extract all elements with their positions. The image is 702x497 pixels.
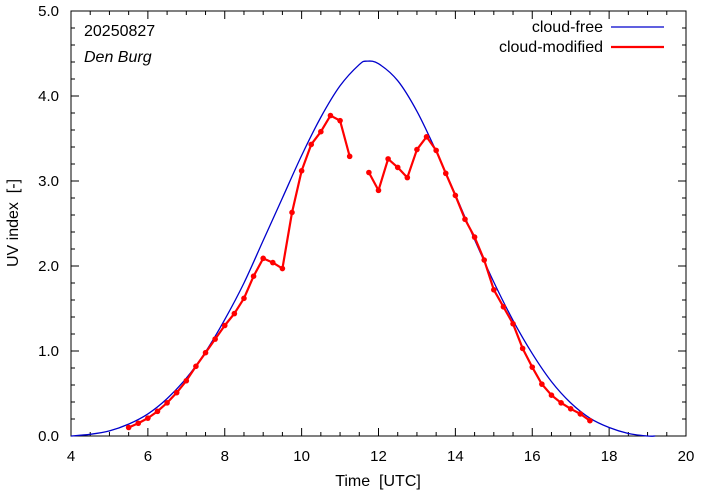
- data-point-cloud-modified: [125, 424, 132, 431]
- data-point-cloud-modified: [433, 147, 439, 154]
- x-axis-title: Time [UTC]: [335, 473, 421, 490]
- plot-frame: [70, 10, 687, 437]
- data-point-cloud-modified: [394, 164, 401, 171]
- data-point-cloud-modified: [346, 153, 353, 160]
- data-point-cloud-modified: [308, 141, 315, 148]
- x-tick-labels: 4 6 8 10 12 14 16 18 20: [67, 448, 695, 465]
- data-point-cloud-modified: [529, 364, 536, 370]
- data-point-cloud-modified: [414, 146, 420, 153]
- data-point-cloud-modified: [202, 349, 209, 356]
- y-tick-label: 0.0: [38, 428, 59, 445]
- data-point-cloud-modified: [221, 322, 228, 329]
- y-tick-label: 1.0: [38, 343, 59, 360]
- data-point-cloud-modified: [442, 170, 449, 177]
- y-tick-label: 2.0: [38, 258, 59, 275]
- x-tick-label: 6: [144, 448, 152, 465]
- data-point-cloud-modified: [327, 112, 334, 119]
- data-point-cloud-modified: [212, 336, 218, 342]
- data-point-cloud-modified: [279, 265, 286, 272]
- data-point-cloud-modified: [471, 234, 478, 240]
- location-label: Den Burg: [84, 49, 152, 66]
- data-point-cloud-modified: [318, 128, 324, 135]
- data-point-cloud-modified: [558, 400, 564, 406]
- y-tick-labels: 0.0 1.0 2.0 3.0 4.0 5.0: [38, 3, 59, 445]
- data-point-cloud-modified: [231, 310, 238, 317]
- axis-ticks: [70, 10, 687, 437]
- x-tick-label: 20: [678, 448, 695, 465]
- x-tick-label: 8: [221, 448, 229, 465]
- data-point-cloud-modified: [145, 415, 151, 421]
- data-point-cloud-modified: [587, 417, 593, 424]
- data-point-cloud-modified: [269, 259, 276, 266]
- x-tick-label: 18: [601, 448, 618, 465]
- data-point-cloud-modified: [404, 174, 411, 181]
- date-label: 20250827: [84, 23, 155, 40]
- legend-label-cloud-free: cloud-free: [532, 19, 603, 36]
- y-tick-label: 3.0: [38, 173, 59, 190]
- data-point-cloud-modified: [241, 295, 247, 302]
- x-tick-label: 14: [447, 448, 464, 465]
- data-point-cloud-modified: [183, 377, 190, 384]
- x-tick-label: 16: [524, 448, 541, 465]
- data-point-cloud-modified: [385, 156, 391, 162]
- data-point-cloud-modified: [173, 389, 180, 396]
- data-point-cloud-modified: [337, 117, 343, 124]
- data-point-cloud-modified: [298, 168, 305, 174]
- data-point-cloud-modified: [519, 345, 526, 352]
- data-point-cloud-modified: [491, 287, 497, 293]
- data-point-cloud-modified: [366, 169, 372, 176]
- series-line-cloud-free: [70, 60, 656, 437]
- data-point-cloud-modified: [567, 406, 574, 412]
- data-point-cloud-modified: [154, 408, 161, 415]
- x-tick-label: 12: [370, 448, 387, 465]
- x-tick-label: 10: [293, 448, 310, 465]
- series-line-cloud-modified: [128, 114, 351, 429]
- data-point-cloud-modified: [193, 363, 199, 370]
- data-point-cloud-modified: [481, 257, 488, 263]
- data-point-cloud-modified: [577, 411, 584, 417]
- data-point-cloud-modified: [462, 216, 468, 223]
- series-line-cloud-modified: [367, 135, 591, 422]
- data-point-cloud-modified: [548, 392, 555, 399]
- data-point-cloud-modified: [423, 134, 430, 140]
- data-point-cloud-modified: [260, 255, 266, 262]
- data-point-cloud-modified: [164, 400, 170, 406]
- y-tick-label: 4.0: [38, 88, 59, 105]
- series-layer: [70, 60, 656, 437]
- data-point-cloud-modified: [500, 304, 507, 310]
- legend-label-cloud-modified: cloud-modified: [499, 39, 603, 56]
- y-axis-title: UV index [-]: [5, 179, 22, 267]
- legend: cloud-free cloud-modified: [499, 19, 664, 56]
- data-point-cloud-modified: [375, 187, 382, 194]
- y-tick-label: 5.0: [38, 3, 59, 20]
- x-tick-label: 4: [67, 448, 75, 465]
- data-point-cloud-modified: [289, 209, 295, 216]
- data-point-cloud-modified: [452, 192, 459, 199]
- data-point-cloud-modified: [539, 381, 545, 387]
- data-point-cloud-modified: [510, 321, 516, 327]
- data-point-cloud-modified: [135, 420, 142, 427]
- data-point-cloud-modified: [250, 273, 257, 280]
